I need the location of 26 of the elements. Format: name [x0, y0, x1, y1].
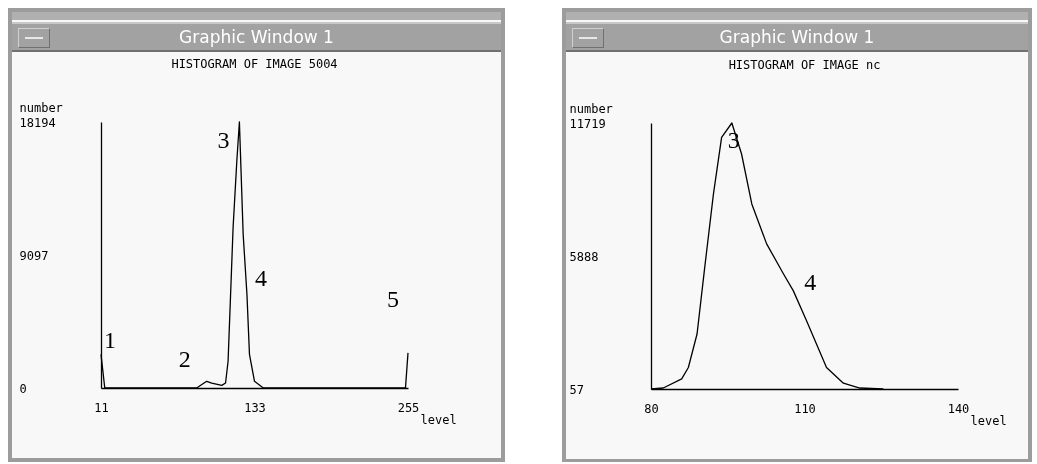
y-tick-label: 11719: [569, 116, 606, 131]
chart-subtitle: HISTOGRAM OF IMAGE 5004: [171, 57, 338, 71]
x-tick-label: 11: [94, 400, 109, 415]
y-axis-title: number: [569, 101, 613, 116]
annotation: 5: [387, 285, 399, 312]
x-tick-label: 133: [244, 400, 266, 415]
y-tick-label: 9097: [19, 248, 49, 263]
y-axis-title: number: [19, 100, 63, 115]
annotation: 1: [104, 327, 116, 354]
x-tick-label: 255: [397, 400, 420, 415]
x-tick-label: 80: [644, 401, 659, 416]
annotation: 3: [217, 127, 230, 153]
x-tick-label: 140: [947, 401, 970, 416]
chart-title: Graphic Window 1: [719, 27, 875, 47]
y-tick-label: 57: [569, 382, 584, 397]
annotation: 4: [254, 265, 267, 292]
x-tick-label: 110: [794, 401, 816, 416]
x-axis-title: level: [420, 412, 457, 427]
annotation: 2: [178, 346, 191, 373]
chart-title: Graphic Window 1: [179, 27, 334, 47]
chart-subtitle: HISTOGRAM OF IMAGE nc: [728, 58, 881, 72]
y-tick-label: 0: [19, 381, 27, 396]
x-axis-title: level: [970, 413, 1007, 428]
y-tick-label: 5888: [569, 249, 599, 264]
annotation: 4: [804, 268, 817, 295]
y-tick-label: 18194: [19, 115, 56, 130]
